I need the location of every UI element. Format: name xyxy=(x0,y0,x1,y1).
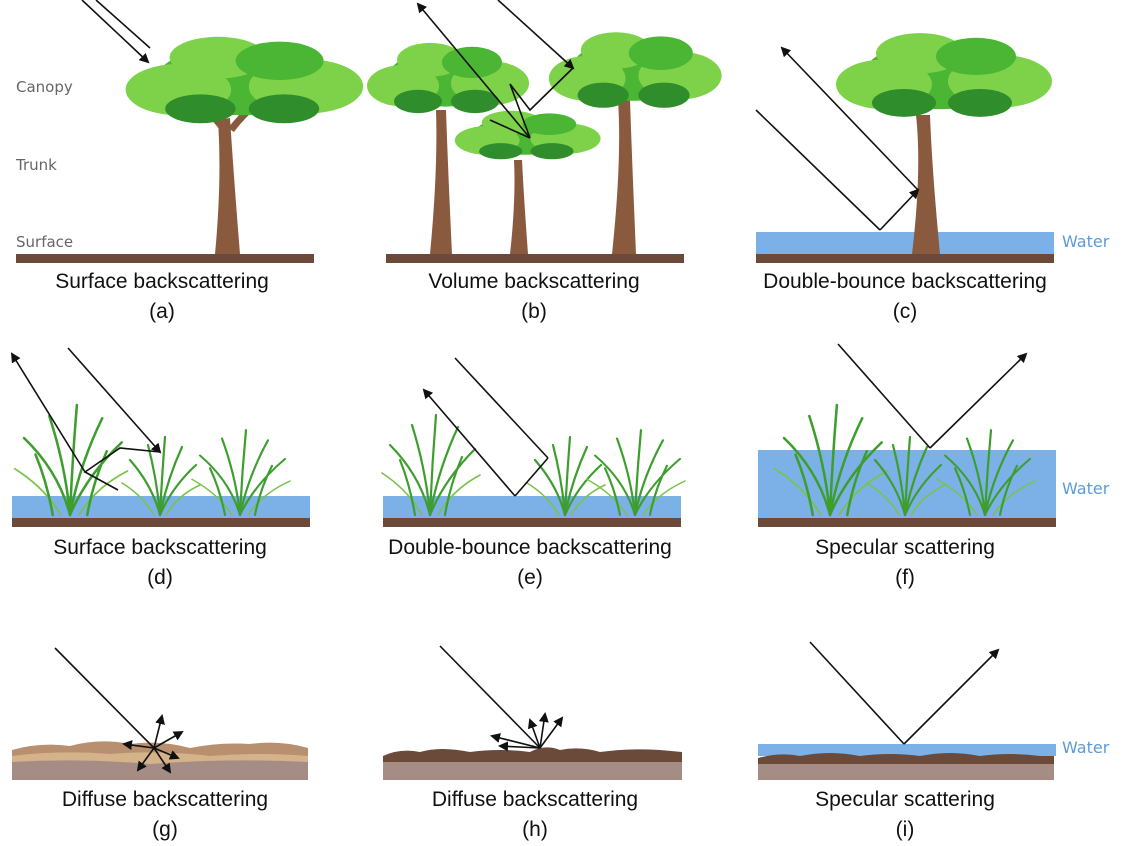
incident-ray xyxy=(439,645,541,749)
caption-e: Double-bounce backscattering xyxy=(388,536,672,559)
canopy-label: Canopy xyxy=(16,78,73,96)
tree xyxy=(836,33,1052,254)
scatter-ray xyxy=(538,712,549,749)
caption-i: Specular scattering xyxy=(815,788,995,811)
return-ray xyxy=(95,0,151,49)
scatter-ray xyxy=(153,747,172,774)
letter-d: (d) xyxy=(147,566,173,589)
tree-small xyxy=(454,110,601,254)
incident-ray xyxy=(454,357,549,459)
letter-i: (i) xyxy=(896,818,915,841)
soil-base xyxy=(12,760,308,780)
caption-a: Surface backscattering xyxy=(55,270,269,293)
water-label: Water xyxy=(1062,738,1110,757)
reflected-ray xyxy=(929,352,1028,449)
caption-b: Volume backscattering xyxy=(428,270,639,293)
incident-ray xyxy=(54,647,155,749)
water-layer xyxy=(383,496,681,518)
ground-strip xyxy=(16,254,314,263)
ground-strip xyxy=(383,518,681,527)
return-ray xyxy=(416,2,531,139)
scatter-ray xyxy=(489,119,531,139)
soil-base xyxy=(383,762,682,780)
bounce-ray xyxy=(879,188,920,231)
reflected-ray xyxy=(903,648,1000,745)
soil-surface xyxy=(758,753,1054,764)
scatter-ray xyxy=(153,714,165,749)
return-ray xyxy=(422,388,516,497)
panel-c: Water Double-bounce backscattering (c) xyxy=(755,33,1110,323)
scatter-ray xyxy=(509,67,574,112)
caption-h: Diffuse backscattering xyxy=(432,788,638,811)
return-ray xyxy=(10,352,86,473)
letter-a: (a) xyxy=(149,300,175,323)
soil-surface xyxy=(383,747,682,762)
tree-left xyxy=(367,42,529,254)
scatter-ray xyxy=(527,718,541,749)
soil-base xyxy=(758,764,1054,780)
scatter-ray xyxy=(136,747,155,772)
surface-label: Surface xyxy=(16,233,73,251)
panel-b: Volume backscattering (b) xyxy=(367,0,722,323)
ground-strip xyxy=(12,518,310,527)
panel-i: Water Specular scattering (i) xyxy=(758,641,1110,841)
letter-f: (f) xyxy=(895,566,915,589)
ground-strip xyxy=(386,254,684,263)
scatter-ray xyxy=(539,716,564,749)
scatter-ray xyxy=(153,747,180,760)
caption-c: Double-bounce backscattering xyxy=(763,270,1047,293)
letter-c: (c) xyxy=(893,300,918,323)
tree-right xyxy=(548,32,722,254)
panel-g: Diffuse backscattering (g) xyxy=(12,647,308,841)
letter-h: (h) xyxy=(522,818,548,841)
incident-ray xyxy=(497,0,575,70)
caption-f: Specular scattering xyxy=(815,536,995,559)
incident-ray xyxy=(837,343,931,449)
ground-strip xyxy=(756,254,1054,263)
scatter-ray xyxy=(498,741,541,752)
scatter-ray xyxy=(122,740,155,751)
caption-d: Surface backscattering xyxy=(53,536,267,559)
water-label: Water xyxy=(1062,479,1110,498)
panel-d: Surface backscattering (d) xyxy=(10,347,310,589)
incident-ray xyxy=(81,0,150,64)
water-layer xyxy=(756,232,1054,254)
scatter-ray xyxy=(83,447,161,491)
ground-strip xyxy=(758,518,1056,527)
panel-e: Double-bounce backscattering (e) xyxy=(380,357,687,589)
caption-g: Diffuse backscattering xyxy=(62,788,268,811)
scatter-ray xyxy=(509,83,531,139)
panel-a: Canopy Trunk Surface Surface backscatter… xyxy=(15,0,364,323)
letter-e: (e) xyxy=(517,566,543,589)
water-label: Water xyxy=(1062,232,1110,251)
letter-b: (b) xyxy=(521,300,547,323)
tree xyxy=(125,36,364,254)
return-ray xyxy=(780,46,919,191)
water-layer xyxy=(758,744,1056,756)
panel-h: Diffuse backscattering (h) xyxy=(383,645,682,841)
scatter-ray xyxy=(490,733,541,749)
trunk-label: Trunk xyxy=(15,156,57,174)
incident-ray xyxy=(755,109,881,231)
letter-g: (g) xyxy=(152,818,178,841)
scatter-ray xyxy=(153,731,184,749)
incident-ray xyxy=(809,641,905,745)
panel-f: Water Specular scattering (f) xyxy=(758,343,1110,589)
bounce-ray xyxy=(514,457,549,497)
incident-ray xyxy=(67,347,162,454)
